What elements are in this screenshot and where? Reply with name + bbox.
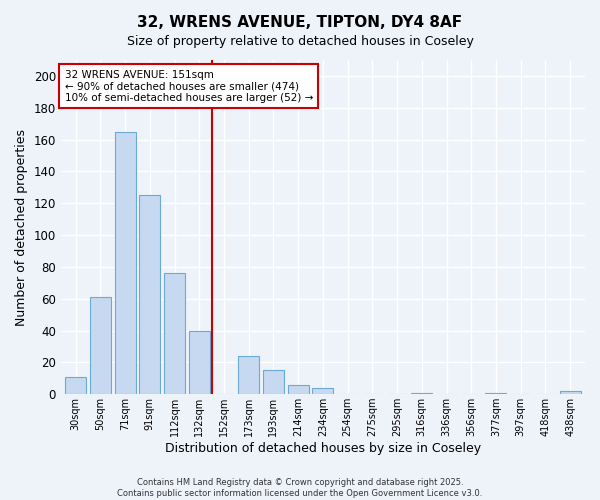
Bar bbox=[90, 297, 111, 394]
Text: Size of property relative to detached houses in Coseley: Size of property relative to detached ho… bbox=[127, 35, 473, 48]
Bar bbox=[287, 384, 308, 394]
Bar bbox=[263, 370, 284, 394]
Bar bbox=[139, 196, 160, 394]
Bar bbox=[411, 392, 433, 394]
Bar bbox=[238, 356, 259, 394]
Bar bbox=[115, 132, 136, 394]
Y-axis label: Number of detached properties: Number of detached properties bbox=[15, 128, 28, 326]
X-axis label: Distribution of detached houses by size in Coseley: Distribution of detached houses by size … bbox=[165, 442, 481, 455]
Bar bbox=[189, 330, 210, 394]
Bar bbox=[164, 273, 185, 394]
Bar bbox=[485, 392, 506, 394]
Text: 32 WRENS AVENUE: 151sqm
← 90% of detached houses are smaller (474)
10% of semi-d: 32 WRENS AVENUE: 151sqm ← 90% of detache… bbox=[65, 70, 313, 102]
Text: 32, WRENS AVENUE, TIPTON, DY4 8AF: 32, WRENS AVENUE, TIPTON, DY4 8AF bbox=[137, 15, 463, 30]
Bar bbox=[313, 388, 334, 394]
Text: Contains HM Land Registry data © Crown copyright and database right 2025.
Contai: Contains HM Land Registry data © Crown c… bbox=[118, 478, 482, 498]
Bar bbox=[560, 391, 581, 394]
Bar bbox=[65, 376, 86, 394]
